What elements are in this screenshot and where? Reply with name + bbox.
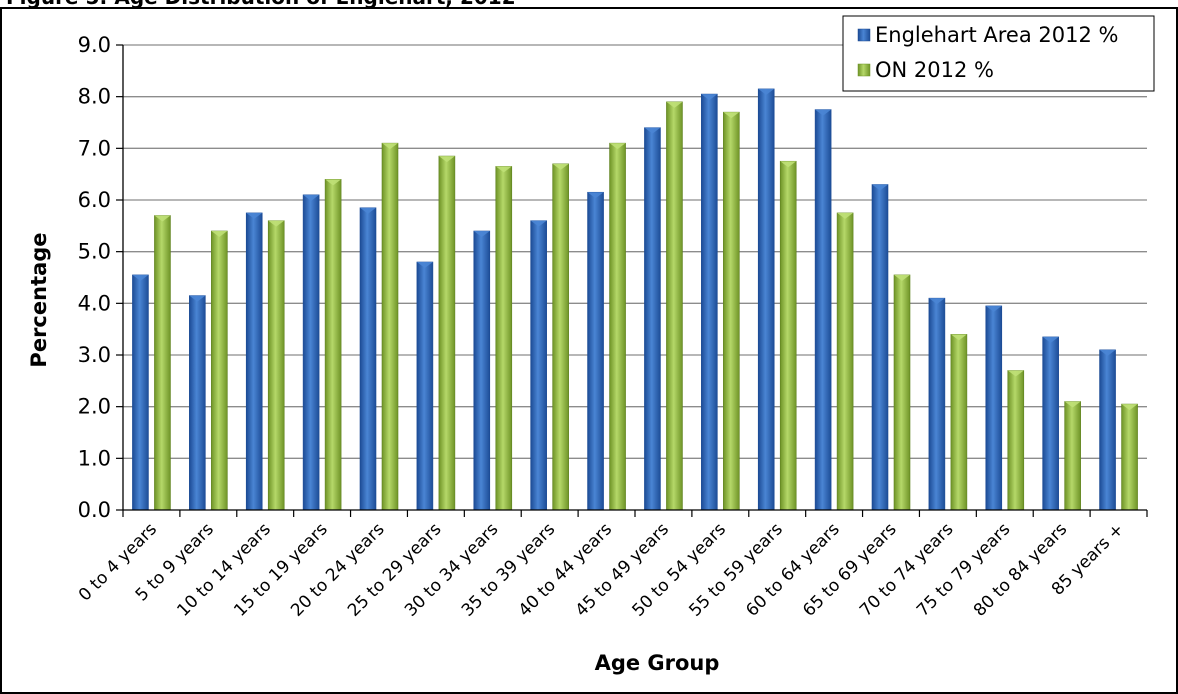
- bar-cap: [780, 161, 797, 168]
- bar-cap: [438, 156, 455, 163]
- bar-on: [154, 215, 171, 511]
- bar-on: [779, 160, 797, 511]
- y-tick-label: 9.0: [78, 33, 111, 57]
- bar-englehart: [359, 207, 377, 511]
- y-tick-label: 5.0: [78, 240, 111, 264]
- bar-cap: [985, 305, 1002, 312]
- bar-cap: [360, 207, 376, 214]
- bar-englehart: [302, 194, 320, 511]
- bars: [132, 88, 1138, 511]
- bar-on: [495, 166, 513, 511]
- bar-englehart: [701, 93, 718, 511]
- bar-on: [211, 230, 228, 511]
- y-tick-label: 4.0: [78, 291, 111, 315]
- bar-cap: [894, 274, 910, 281]
- y-tick-label: 7.0: [78, 136, 111, 160]
- bar-cap: [758, 88, 775, 95]
- figure-caption: Figure 5: Age Distribution of Englehart,…: [6, 0, 516, 9]
- bar-cap: [950, 334, 967, 341]
- bar-cap: [530, 220, 547, 227]
- bar-on: [381, 142, 399, 511]
- bar-cap: [666, 101, 683, 108]
- bar-cap: [701, 94, 718, 101]
- bar-cap: [552, 163, 569, 170]
- y-ticks: 0.0 1.0 2.0 3.0 4.0 5.0 6.0 7.0 8.0 9.0: [78, 33, 123, 522]
- bar-englehart: [757, 88, 775, 511]
- bar-englehart: [644, 127, 661, 511]
- bar-cap: [1007, 370, 1024, 377]
- bar-cap: [1121, 404, 1138, 411]
- bar-on: [267, 220, 285, 511]
- bar-englehart: [814, 109, 832, 511]
- legend: Englehart Area 2012 % ON 2012 %: [842, 15, 1155, 92]
- bar-on: [1064, 401, 1081, 511]
- bar-cap: [325, 179, 342, 186]
- bar-on: [438, 155, 456, 511]
- bar-cap: [723, 112, 740, 119]
- bar-on: [723, 111, 740, 511]
- bar-englehart: [587, 191, 604, 511]
- bar-englehart: [189, 295, 206, 511]
- y-axis-title: Percentage: [27, 232, 51, 367]
- y-tick-label: 6.0: [78, 188, 111, 212]
- bar-cap: [189, 295, 206, 302]
- bar-englehart: [416, 261, 434, 511]
- bar-cap: [1042, 336, 1059, 343]
- bar-cap: [303, 194, 320, 201]
- bar-englehart: [473, 230, 491, 511]
- bar-englehart: [985, 305, 1003, 511]
- bar-englehart: [871, 184, 889, 511]
- bar-englehart: [132, 274, 149, 511]
- bar-englehart: [928, 297, 946, 511]
- bar-cap: [154, 215, 171, 222]
- bar-englehart: [1099, 349, 1116, 511]
- legend-label-englehart: Englehart Area 2012 %: [875, 23, 1118, 47]
- bar-cap: [495, 166, 512, 173]
- y-tick-label: 2.0: [78, 395, 111, 419]
- y-tick-label: 1.0: [78, 446, 111, 470]
- bar-on: [1007, 370, 1025, 511]
- y-tick-label: 0.0: [78, 498, 111, 522]
- bar-cap: [587, 192, 604, 199]
- bar-cap: [211, 231, 228, 237]
- bar-on: [324, 179, 342, 511]
- bar-cap: [473, 231, 490, 237]
- bar-englehart: [245, 212, 263, 511]
- bar-cap: [872, 184, 888, 191]
- bar-on: [552, 163, 569, 511]
- bar-englehart: [1042, 336, 1059, 511]
- bar-cap: [644, 127, 661, 134]
- bar-cap: [1099, 349, 1116, 356]
- bar-on: [950, 334, 968, 511]
- bar-on: [609, 142, 626, 511]
- bar-on: [893, 274, 911, 511]
- legend-box: [842, 15, 1155, 92]
- bar-cap: [132, 274, 149, 281]
- legend-swatch-on: [857, 63, 871, 77]
- x-axis-title: Age Group: [595, 651, 720, 675]
- bar-cap: [382, 143, 398, 150]
- legend-swatch-englehart: [857, 28, 871, 42]
- bar-cap: [837, 212, 854, 219]
- bar-cap: [815, 109, 832, 116]
- bar-cap: [609, 143, 626, 150]
- y-tick-label: 3.0: [78, 343, 111, 367]
- bar-cap: [268, 220, 285, 227]
- bar-cap: [928, 298, 945, 305]
- y-tick-label: 8.0: [78, 85, 111, 109]
- bar-cap: [246, 212, 263, 219]
- bar-on: [836, 212, 854, 511]
- bar-cap: [1064, 401, 1081, 408]
- bar-cap: [416, 262, 433, 268]
- legend-label-on: ON 2012 %: [875, 58, 994, 82]
- chart-border: [0, 7, 1178, 694]
- bar-englehart: [530, 220, 547, 511]
- bar-on: [666, 101, 683, 511]
- bar-on: [1121, 403, 1138, 511]
